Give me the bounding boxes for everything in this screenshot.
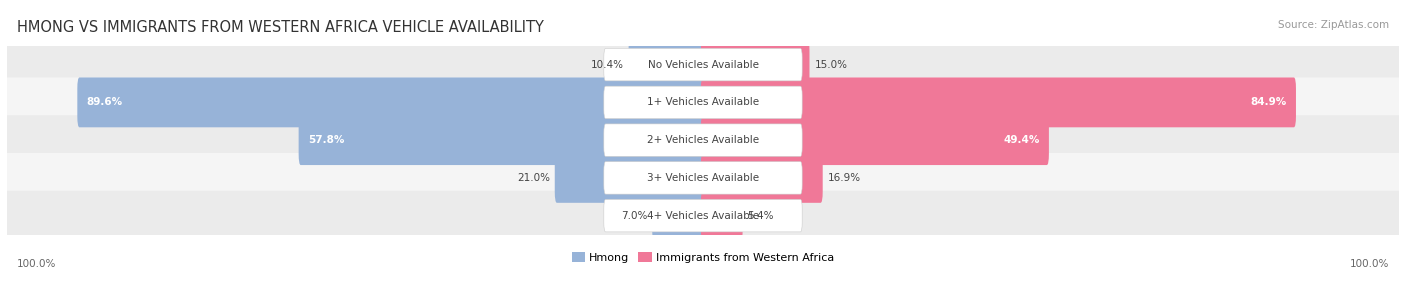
Text: 5.4%: 5.4% [748, 211, 775, 221]
FancyBboxPatch shape [702, 78, 1296, 127]
FancyBboxPatch shape [6, 191, 1400, 241]
FancyBboxPatch shape [702, 191, 742, 241]
Text: No Vehicles Available: No Vehicles Available [648, 60, 758, 69]
FancyBboxPatch shape [6, 78, 1400, 127]
Text: 16.9%: 16.9% [828, 173, 860, 183]
FancyBboxPatch shape [77, 78, 704, 127]
FancyBboxPatch shape [603, 162, 803, 194]
FancyBboxPatch shape [702, 153, 823, 203]
FancyBboxPatch shape [652, 191, 704, 241]
FancyBboxPatch shape [6, 40, 1400, 90]
FancyBboxPatch shape [702, 115, 1049, 165]
Text: 89.6%: 89.6% [86, 98, 122, 107]
FancyBboxPatch shape [603, 124, 803, 156]
Text: 2+ Vehicles Available: 2+ Vehicles Available [647, 135, 759, 145]
Text: 4+ Vehicles Available: 4+ Vehicles Available [647, 211, 759, 221]
Text: 84.9%: 84.9% [1251, 98, 1286, 107]
Text: 100.0%: 100.0% [1350, 259, 1389, 269]
Legend: Hmong, Immigrants from Western Africa: Hmong, Immigrants from Western Africa [571, 253, 835, 263]
Text: 1+ Vehicles Available: 1+ Vehicles Available [647, 98, 759, 107]
Text: HMONG VS IMMIGRANTS FROM WESTERN AFRICA VEHICLE AVAILABILITY: HMONG VS IMMIGRANTS FROM WESTERN AFRICA … [17, 20, 544, 35]
Text: 100.0%: 100.0% [17, 259, 56, 269]
Text: 21.0%: 21.0% [517, 173, 550, 183]
FancyBboxPatch shape [555, 153, 704, 203]
Text: 3+ Vehicles Available: 3+ Vehicles Available [647, 173, 759, 183]
FancyBboxPatch shape [603, 48, 803, 81]
Text: 10.4%: 10.4% [591, 60, 624, 69]
Text: 15.0%: 15.0% [814, 60, 848, 69]
FancyBboxPatch shape [6, 115, 1400, 165]
FancyBboxPatch shape [603, 199, 803, 232]
Text: 57.8%: 57.8% [308, 135, 344, 145]
FancyBboxPatch shape [6, 153, 1400, 203]
FancyBboxPatch shape [702, 40, 810, 90]
Text: 7.0%: 7.0% [621, 211, 647, 221]
Text: Source: ZipAtlas.com: Source: ZipAtlas.com [1278, 20, 1389, 30]
FancyBboxPatch shape [628, 40, 704, 90]
FancyBboxPatch shape [603, 86, 803, 119]
Text: 49.4%: 49.4% [1004, 135, 1040, 145]
FancyBboxPatch shape [298, 115, 704, 165]
